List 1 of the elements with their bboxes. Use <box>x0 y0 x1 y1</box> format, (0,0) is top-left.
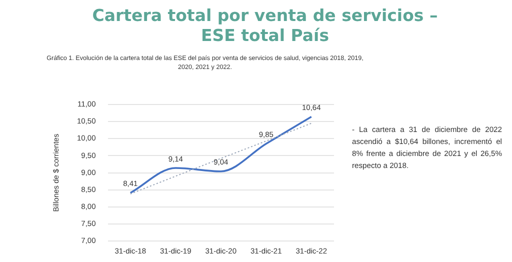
chart-title: Cartera total por venta de servicios –ESE total País <box>91 6 439 46</box>
